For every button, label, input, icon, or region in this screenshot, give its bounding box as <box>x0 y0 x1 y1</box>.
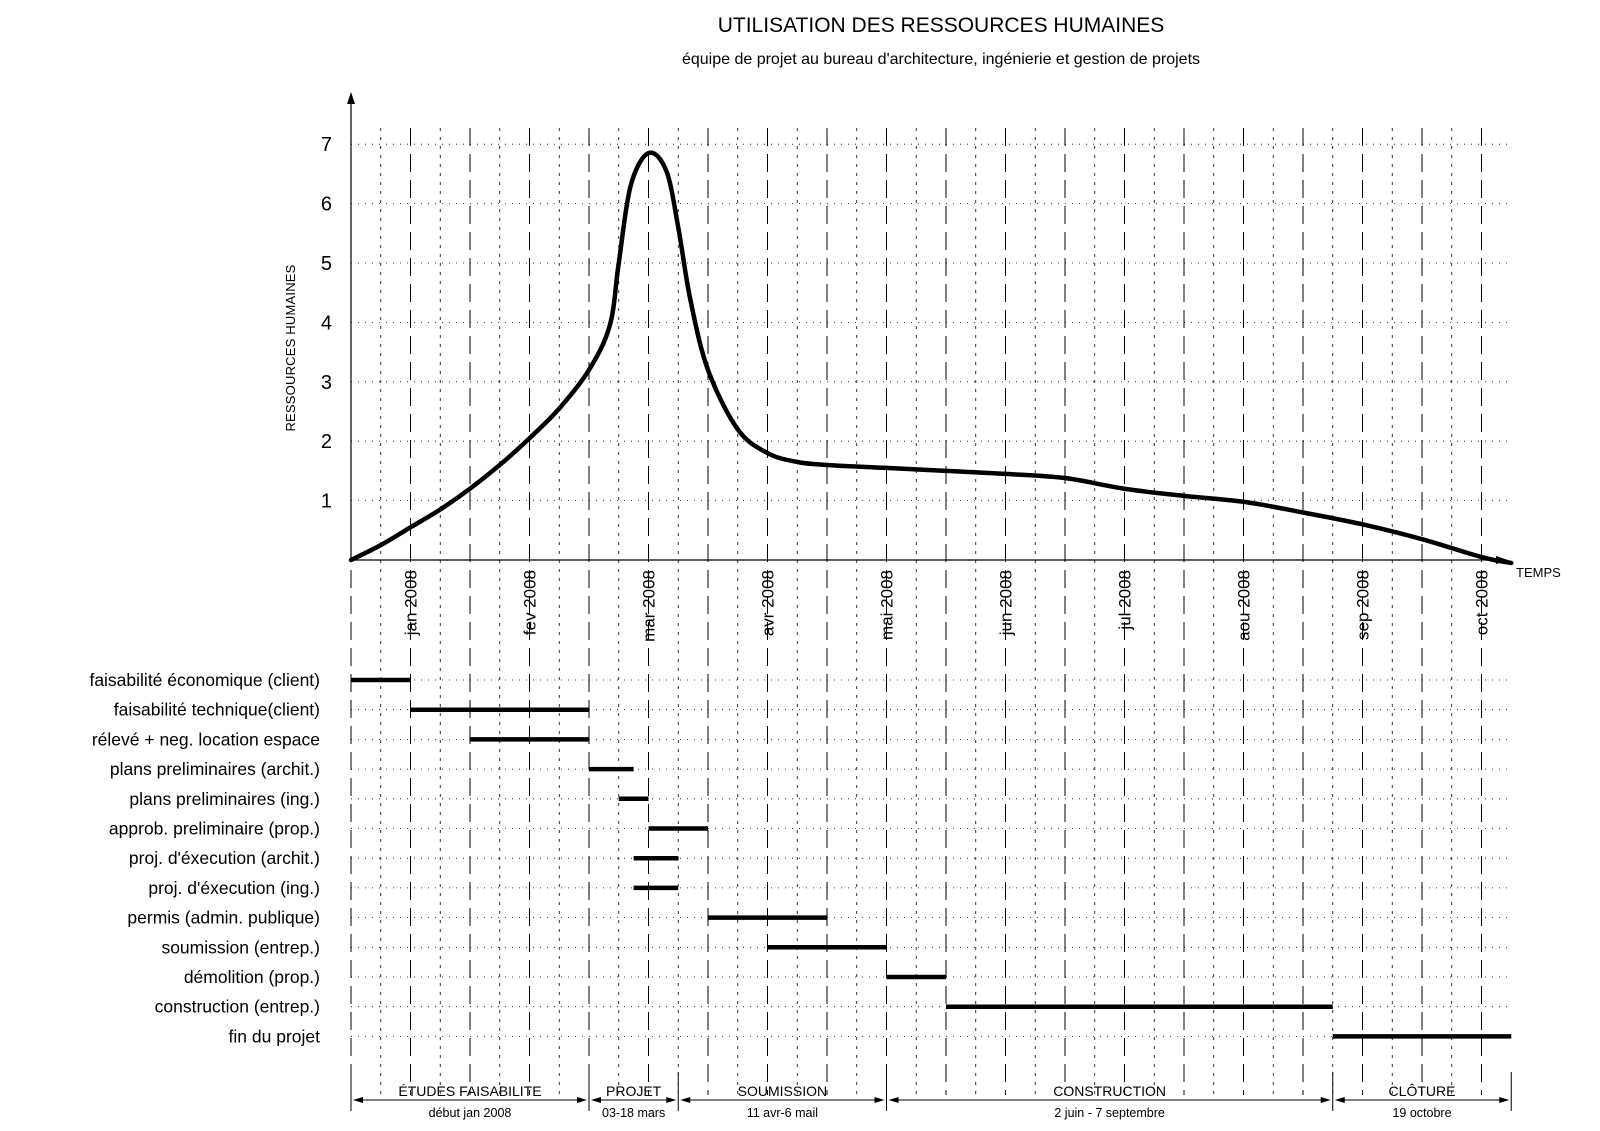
task-label: permis (admin. publique) <box>127 908 320 928</box>
phase-dates: 11 avr-6 mail <box>747 1106 818 1120</box>
axes <box>347 92 1508 564</box>
task-label: approb. preliminaire (prop.) <box>109 819 320 839</box>
month-label: oct 2008 <box>1473 570 1492 635</box>
phase-arrow-left <box>888 1097 899 1103</box>
y-tick-label: 7 <box>321 134 332 156</box>
phase-name: ÉTUDES FAISABILITE <box>398 1083 541 1099</box>
grid-lines <box>350 128 1512 1095</box>
task-label: fin du projet <box>229 1026 321 1046</box>
month-labels: jan 2008 fev 2008 mar 2008 avr 2008 mai 2008… <box>402 570 1492 642</box>
phase-dates: début jan 2008 <box>429 1106 512 1120</box>
month-label: mar 2008 <box>640 570 659 642</box>
task-label: démolition (prop.) <box>184 967 320 987</box>
task-label: faisabilité technique(client) <box>114 700 320 720</box>
month-label: sep 2008 <box>1354 570 1373 640</box>
x-axis-label: TEMPS <box>1516 565 1561 580</box>
y-tick-label: 3 <box>321 372 332 394</box>
phase-arrow-right <box>1499 1097 1510 1103</box>
phase-arrow-left <box>680 1097 691 1103</box>
task-label: faisabilité économique (client) <box>89 670 320 690</box>
y-ticks: 1 2 3 4 5 6 7 <box>321 134 332 512</box>
phase-arrow-right <box>666 1097 677 1103</box>
task-label: rélevé + neg. location espace <box>92 729 320 749</box>
month-label: jan 2008 <box>402 570 421 636</box>
phase-name: CLÔTURE <box>1389 1083 1456 1099</box>
y-tick-label: 2 <box>321 431 332 453</box>
phase-name: CONSTRUCTION <box>1053 1083 1166 1099</box>
y-tick-label: 1 <box>321 491 332 513</box>
y-axis-arrow <box>347 92 355 104</box>
phase-arrow-right <box>1320 1097 1331 1103</box>
month-label: jul 2008 <box>1116 570 1135 631</box>
phase-arrow-right <box>577 1097 587 1103</box>
resource-line <box>348 150 1514 566</box>
phase-name: SOUMISSION <box>738 1083 827 1099</box>
chart-subtitle: équipe de projet au bureau d'architectur… <box>682 51 1200 68</box>
phase-dates: 2 juin - 7 septembre <box>1054 1106 1165 1120</box>
y-tick-label: 5 <box>321 253 332 275</box>
task-label: proj. d'éxecution (archit.) <box>129 848 320 868</box>
month-label: aou 2008 <box>1235 570 1254 641</box>
month-label: avr 2008 <box>759 570 778 636</box>
phase-arrow-right <box>874 1097 885 1103</box>
month-label: jun 2008 <box>997 570 1016 636</box>
task-label: proj. d'éxecution (ing.) <box>148 878 320 898</box>
task-label: plans preliminaires (archit.) <box>110 759 320 779</box>
month-label: fev 2008 <box>521 570 540 635</box>
phase-timeline: ÉTUDES FAISABILITE début jan 2008 PROJET 03… <box>350 1072 1512 1120</box>
chart-title: UTILISATION DES RESSOURCES HUMAINES <box>718 14 1165 37</box>
task-label: plans preliminaires (ing.) <box>129 789 320 809</box>
month-label: mai 2008 <box>878 570 897 640</box>
task-bars: faisabilité économique (client) faisabili… <box>89 670 1512 1046</box>
task-label: soumission (entrep.) <box>161 937 320 957</box>
y-tick-label: 6 <box>321 194 332 216</box>
task-label: construction (entrep.) <box>155 997 320 1017</box>
phase-name: PROJET <box>606 1083 662 1099</box>
y-tick-label: 4 <box>321 312 332 334</box>
phase-arrow-left <box>1334 1097 1345 1103</box>
phase-dates: 03-18 mars <box>602 1106 665 1120</box>
resource-curve <box>348 150 1514 566</box>
phase-arrow-left <box>591 1097 601 1103</box>
phase-dates: 19 octobre <box>1392 1106 1451 1120</box>
phase-arrow-left <box>353 1097 363 1103</box>
y-axis-label: RESSOURCES HUMAINES <box>283 264 298 431</box>
